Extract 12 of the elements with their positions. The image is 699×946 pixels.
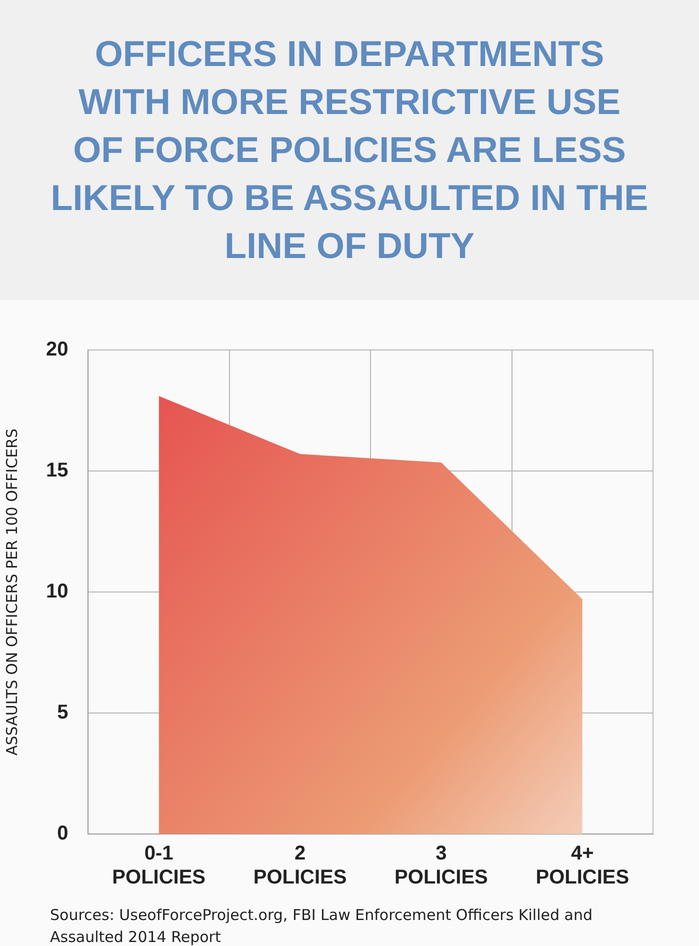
x-tick-label: 3 POLICIES — [394, 842, 488, 889]
y-axis-title: ASSAULTS ON OFFICERS PER 100 OFFICERS — [2, 428, 21, 756]
y-tick-label: 0 — [57, 822, 68, 845]
chart-title: OFFICERS IN DEPARTMENTS WITH MORE RESTRICTIVE USE OF FORCE POLICIES ARE LESS LIKELY TO BE ASSAULTED IN THE LINE OF DUTY — [50, 32, 650, 268]
x-tick-label: 4+ POLICIES — [536, 842, 630, 889]
y-tick-label: 20 — [46, 338, 68, 361]
source-note: Sources: UseofForceProject.org, FBI Law Enforcement Officers Killed and Assaulted 2014 Report — [50, 905, 594, 946]
y-tick-label: 15 — [46, 460, 68, 482]
x-tick-label: 0-1 POLICIES — [112, 842, 206, 889]
y-tick-label: 5 — [57, 702, 68, 724]
y-tick-label: 10 — [46, 580, 68, 603]
x-tick-label: 2 POLICIES — [253, 842, 347, 889]
